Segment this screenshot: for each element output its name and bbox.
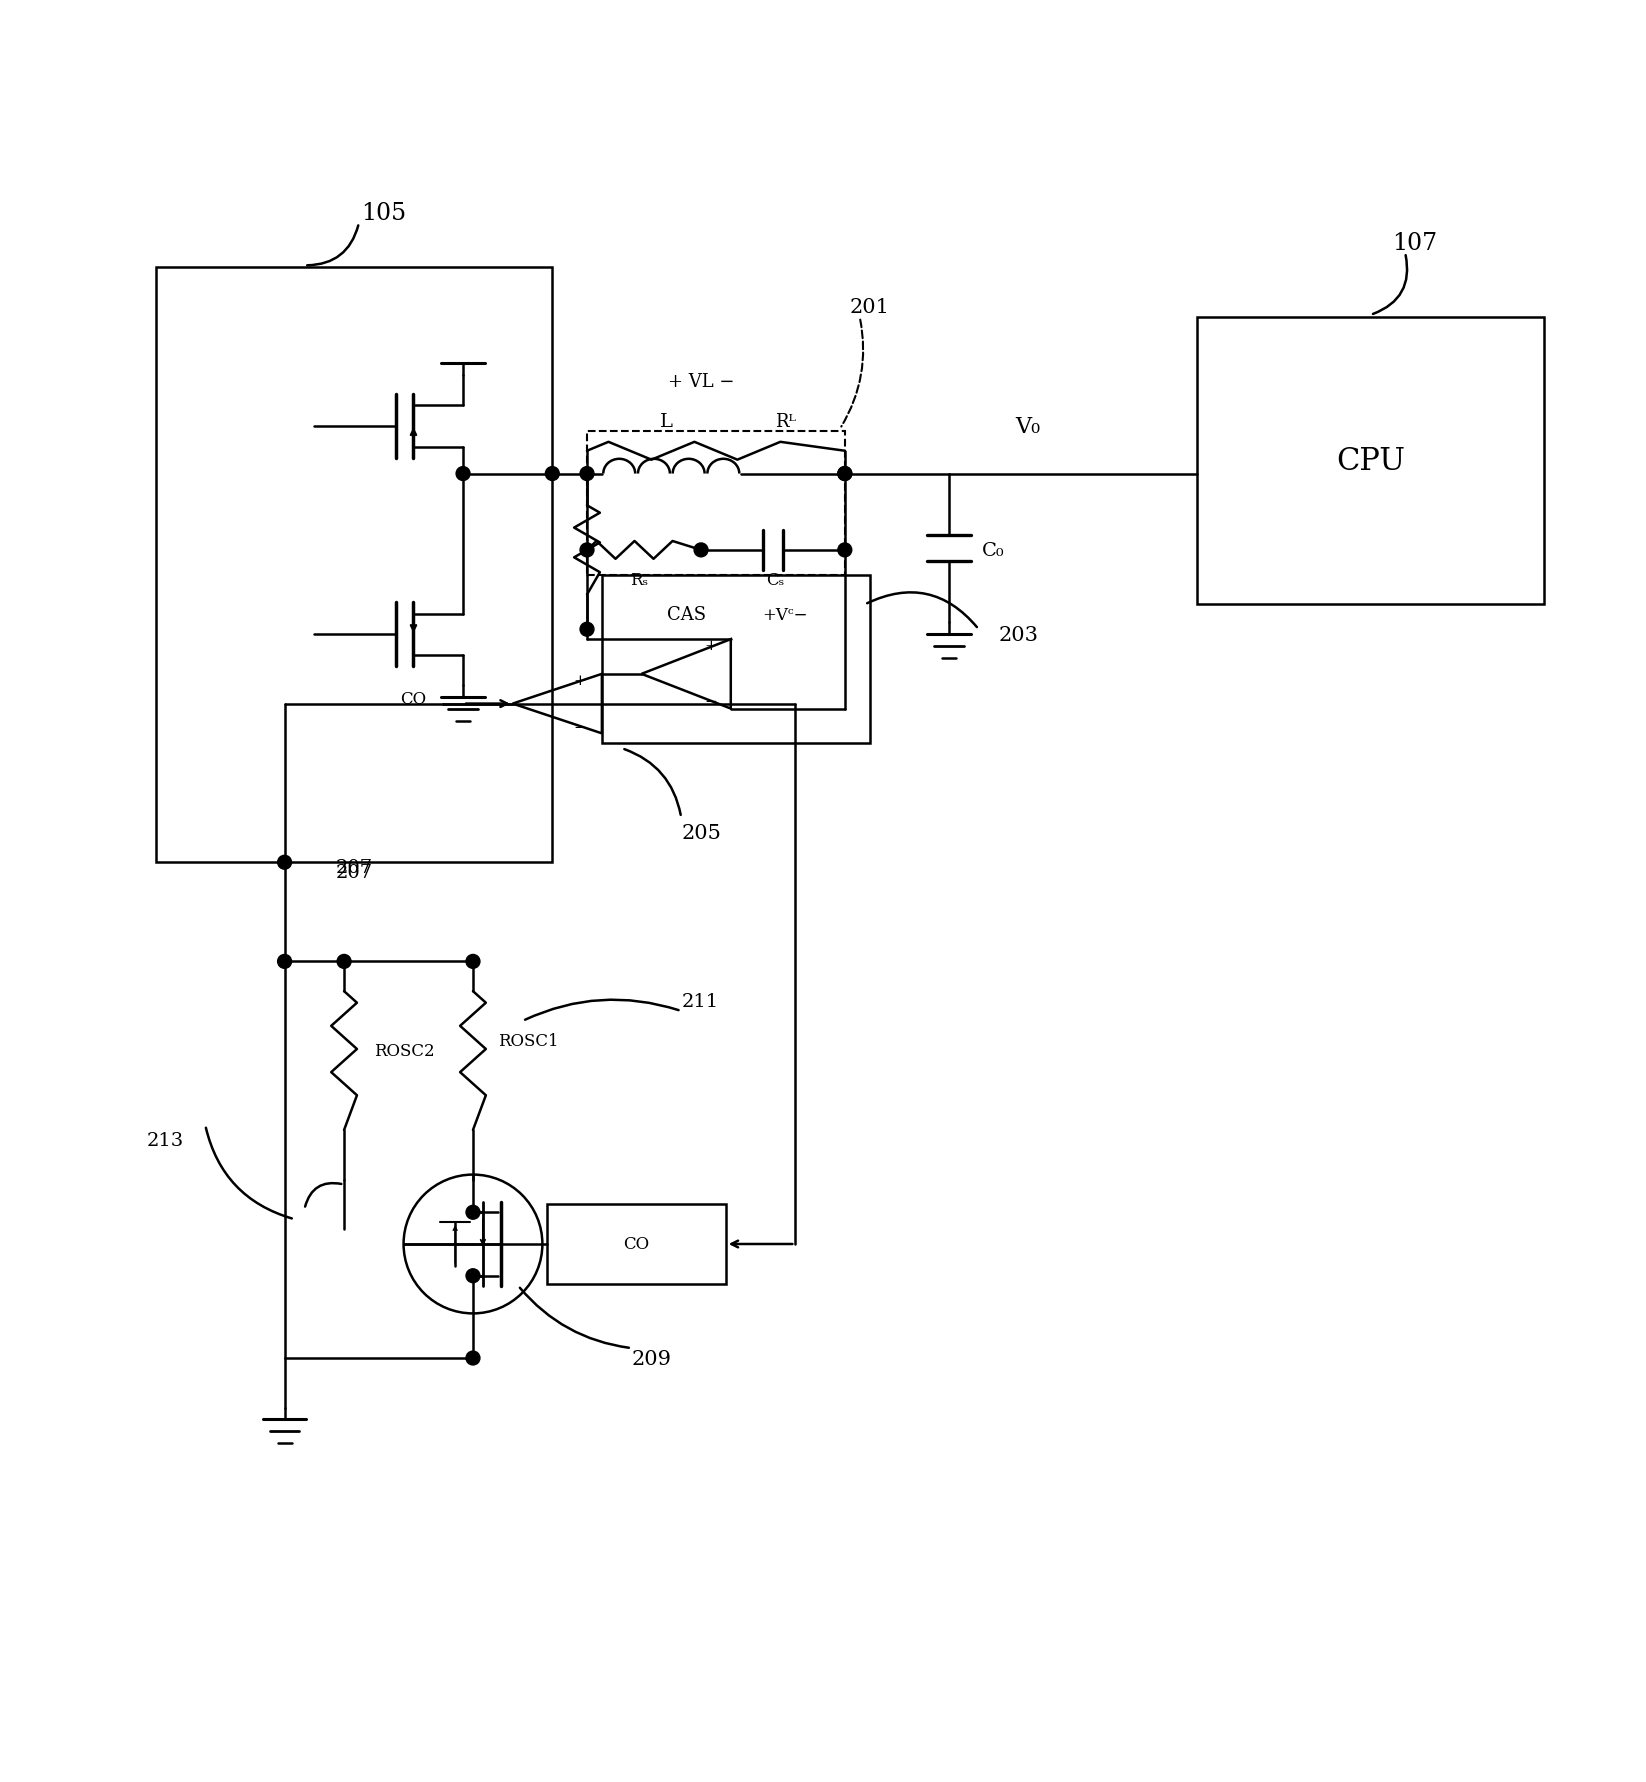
Text: 211: 211	[681, 993, 718, 1010]
Text: C₀: C₀	[983, 542, 1004, 560]
Text: +: +	[704, 638, 718, 652]
Text: Cₛ: Cₛ	[767, 572, 785, 588]
Circle shape	[466, 1206, 481, 1219]
Circle shape	[579, 467, 594, 481]
Bar	[548, 1205, 726, 1285]
Circle shape	[466, 1351, 481, 1365]
Text: CAS: CAS	[667, 606, 706, 624]
Circle shape	[695, 544, 708, 558]
Text: +Vᶜ−: +Vᶜ−	[762, 606, 808, 624]
Circle shape	[466, 955, 481, 969]
Circle shape	[579, 624, 594, 636]
Text: 207: 207	[336, 864, 372, 882]
Circle shape	[838, 467, 851, 481]
Text: +: +	[574, 674, 586, 688]
Text: CO: CO	[624, 1235, 650, 1253]
Text: CPU: CPU	[1337, 446, 1404, 478]
Circle shape	[579, 544, 594, 558]
Text: 213: 213	[146, 1132, 184, 1149]
Text: 105: 105	[360, 201, 407, 225]
Text: Rₛ: Rₛ	[630, 572, 649, 588]
Circle shape	[545, 467, 560, 481]
Text: 207: 207	[336, 859, 372, 877]
Circle shape	[466, 1269, 481, 1283]
Circle shape	[278, 955, 291, 969]
Circle shape	[456, 467, 471, 481]
Text: 205: 205	[681, 823, 721, 843]
Text: + VL −: + VL −	[668, 372, 734, 390]
Circle shape	[278, 855, 291, 870]
Text: 209: 209	[632, 1349, 672, 1369]
Bar	[602, 576, 869, 743]
Circle shape	[838, 544, 851, 558]
Text: L: L	[660, 413, 673, 431]
Text: Rᴸ: Rᴸ	[775, 413, 795, 431]
Text: 107: 107	[1393, 232, 1437, 255]
Text: 201: 201	[849, 298, 889, 317]
Bar	[156, 267, 553, 862]
Text: ROSC2: ROSC2	[374, 1042, 435, 1060]
Text: CO: CO	[400, 691, 426, 707]
Circle shape	[337, 955, 351, 969]
Bar	[588, 431, 844, 576]
Text: −: −	[704, 695, 718, 707]
Circle shape	[838, 467, 851, 481]
Text: 203: 203	[999, 625, 1039, 645]
Bar	[1197, 317, 1544, 606]
Text: V₀: V₀	[1016, 415, 1040, 438]
Text: ROSC1: ROSC1	[497, 1032, 558, 1050]
Text: −: −	[574, 722, 586, 734]
